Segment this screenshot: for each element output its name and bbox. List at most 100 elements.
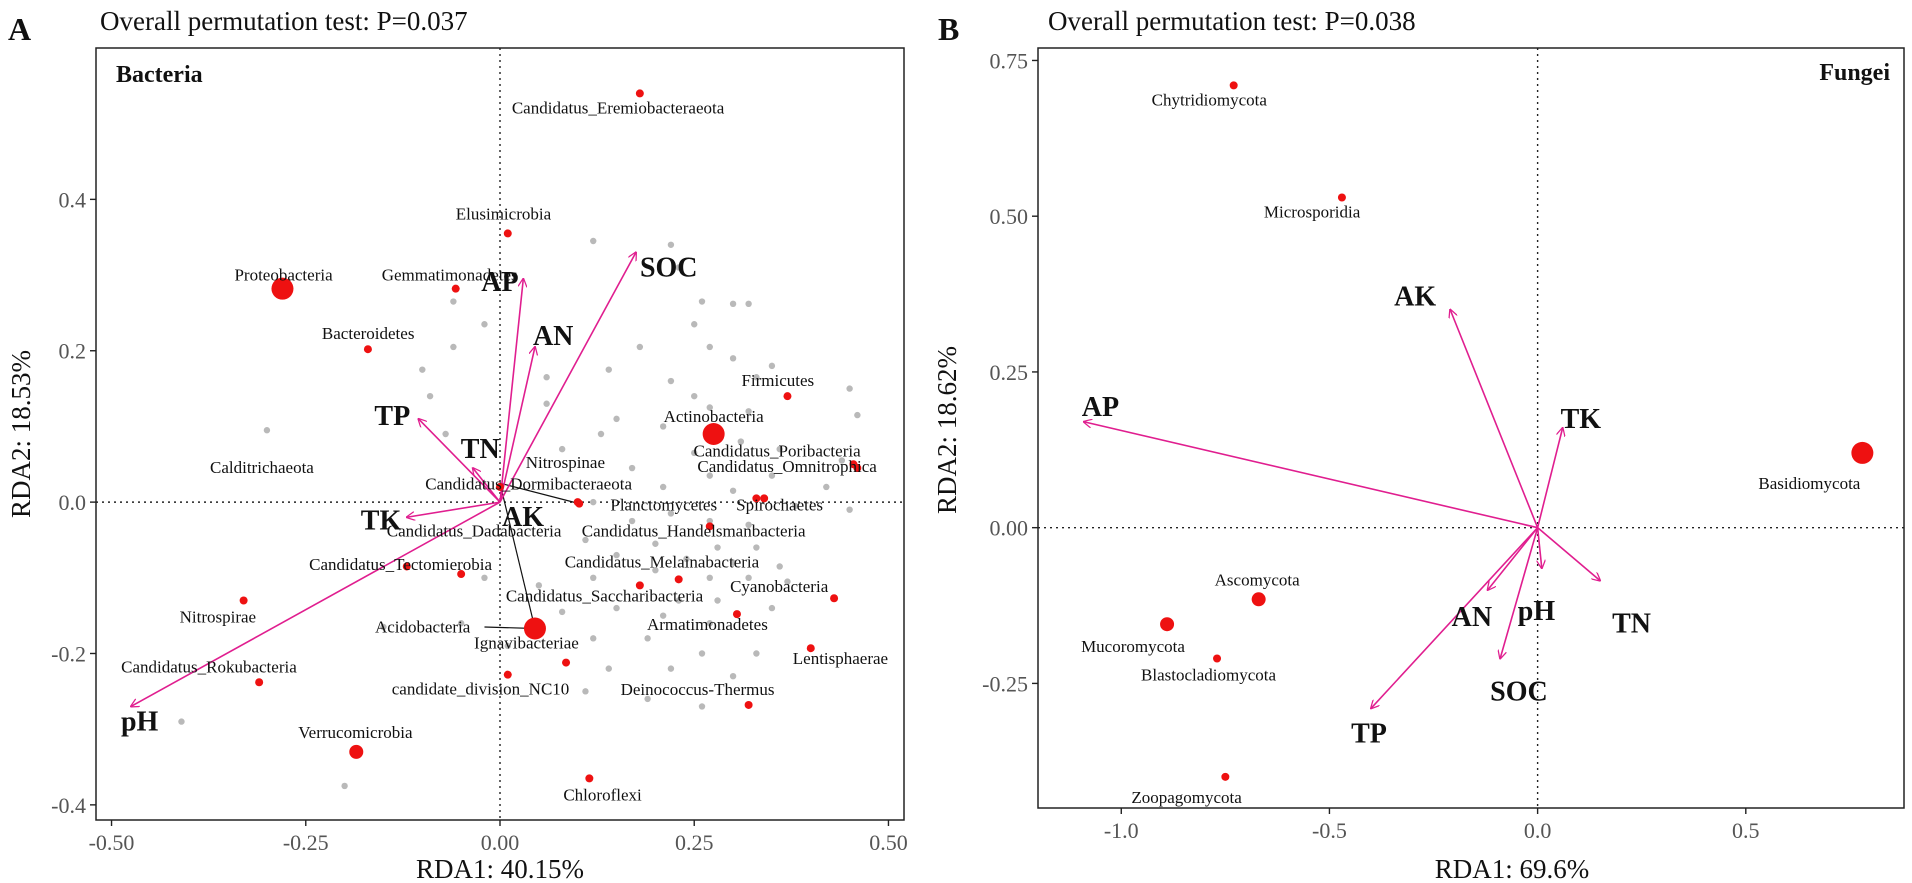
panel-a-background-point <box>605 665 612 672</box>
panel-a-point-label: Calditrichaeota <box>210 458 314 477</box>
panel-a-point-label: Candidatus_Dormibacteraeota <box>425 475 632 494</box>
panel-a-point-planctomycetes <box>752 494 761 503</box>
panel-a-arrow-ap <box>499 279 523 503</box>
panel-a-background-point <box>729 672 737 680</box>
panel-a-background-point <box>341 782 348 790</box>
panel-b-point-label: Chytridiomycota <box>1152 90 1268 109</box>
panel-b-arrow-label-tk: TK <box>1561 404 1602 435</box>
panel-a-background-point <box>745 521 752 529</box>
panel-a-point-label: Spirochaetes <box>736 495 823 514</box>
panel-b-arrow-ak <box>1450 310 1539 528</box>
panel-a-point-label: Candidatus_Handelsmanbacteria <box>582 521 806 540</box>
panel-b-arrow-label-ph: pH <box>1518 596 1556 627</box>
panel-a-point-ignavibacteriae <box>562 658 571 667</box>
panel-b-x-tick-label: -1.0 <box>1104 818 1139 843</box>
panel-b-frame <box>1037 47 1905 809</box>
panel-a-leader-line <box>499 483 536 629</box>
panel-a-background-point <box>753 374 760 381</box>
panel-a-point-actinobacteria <box>702 423 725 445</box>
panel-a-background-point <box>753 650 760 657</box>
panel-a-group-label: Bacteria <box>116 62 203 88</box>
panel-a-background-point <box>590 498 597 506</box>
panel-a-background-point <box>667 377 675 385</box>
panel-a-point-label: Candidatus_Dadabacteria <box>387 521 562 540</box>
panel-a-background-point <box>737 438 745 445</box>
panel-a-background-point <box>644 635 651 642</box>
panel-a-point-candidatus-rokubacteria <box>255 678 264 687</box>
panel-a-y-tick-label: -0.2 <box>51 641 86 666</box>
panel-a-background-point <box>590 635 597 642</box>
panel-a-background-point <box>714 597 721 604</box>
panel-a-point-chloroflexi <box>585 774 594 783</box>
panel-a-background-point <box>691 449 698 457</box>
panel-a-point-candidatus-dormibacteraeota <box>575 499 584 508</box>
panel-a-background-point <box>745 300 752 308</box>
panel-a-background-point <box>706 404 713 411</box>
panel-a-point-candidatus-eremiobacteraeota <box>635 89 644 98</box>
panel-a-y-tick-label: 0.4 <box>59 187 87 212</box>
panel-b-x-axis-label: RDA1: 69.6% <box>1435 854 1590 883</box>
panel-a-background-point <box>691 392 698 400</box>
panel-a-background-point <box>706 343 713 351</box>
panel-a-background-point <box>543 374 550 381</box>
panel-a-arrow-tk <box>407 501 501 517</box>
panel-a-x-tick-label: 0.50 <box>869 830 908 855</box>
panel-a-arrow-label-ap: AP <box>481 267 518 298</box>
panel-a-background-point <box>558 445 566 453</box>
panel-b-arrow-label-ak: AK <box>1394 282 1436 313</box>
panel-a-background-point <box>854 411 861 419</box>
panel-a-point-label: Candidatus_Melainabacteria <box>565 552 760 571</box>
panel-a-background-point <box>380 623 387 631</box>
panel-b-point-label: Ascomycota <box>1215 570 1300 589</box>
panel-a-background-point <box>745 408 752 415</box>
panel-b-point-label: Zoopagomycota <box>1131 788 1242 807</box>
panel-b-arrow-label-tp: TP <box>1351 718 1387 749</box>
panel-a-background-point <box>613 415 620 423</box>
panel-a-background-point <box>823 483 830 491</box>
panel-a-background-point <box>652 540 659 547</box>
panel-b-point-basidiomycota <box>1851 441 1874 464</box>
panel-b-plot-area: -1.0 -0.5 0.0 0.5 -0.25 0.00 0.25 0.50 0.75 AP AK T… <box>982 48 1904 843</box>
panel-b-group-label: Fungei <box>1819 60 1890 86</box>
panel-a-point-candidatus-dadabacteria <box>402 562 411 571</box>
panel-a-background-point <box>846 506 853 513</box>
panel-a-arrow-an <box>499 347 535 503</box>
panel-a-background-point <box>706 620 713 627</box>
panel-a-point-label: Candidatus_Eremiobacteraeota <box>512 98 725 117</box>
panel-a-background-point <box>590 574 597 582</box>
panel-a-background-point <box>768 604 776 612</box>
panel-a-background-point <box>419 366 426 373</box>
panel-a-background-point <box>675 597 682 604</box>
panel-a: A Overall permutation test: P=0.037 Bact… <box>6 6 908 883</box>
panel-a-arrow-label-tn: TN <box>461 434 500 465</box>
panel-a-background-point <box>605 366 612 373</box>
panel-b-y-tick-label: -0.25 <box>982 671 1028 696</box>
panel-b-point-label: Mucoromycota <box>1081 637 1185 656</box>
panel-a-point-label: Candidatus_Poribacteria <box>694 441 862 460</box>
panel-a-background-point <box>698 298 706 305</box>
panel-a-background-point <box>659 483 667 491</box>
panel-a-y-tick-label: -0.4 <box>51 793 86 818</box>
panel-b-arrow-tn <box>1537 527 1600 581</box>
panel-a-background-point <box>481 321 488 328</box>
panel-a-point-label: Elusimicrobia <box>456 204 552 223</box>
panel-b-arrow-label-tn: TN <box>1612 609 1651 640</box>
panel-a-point-label: Deinococcus-Thermus <box>621 680 775 699</box>
panel-b-point-blastocladiomycota <box>1213 654 1222 663</box>
panel-a-background-point <box>504 642 511 650</box>
panel-a-background-point <box>450 298 457 305</box>
panel-a-point-deinococcus-thermus <box>744 700 753 709</box>
panel-a-background-point <box>706 472 713 479</box>
panel-a-point-label: Candidatus_Tectomierobia <box>309 555 492 574</box>
panel-a-x-tick-label: 0.25 <box>675 830 714 855</box>
panel-a-arrow-label-an: AN <box>533 321 573 352</box>
panel-a-background-point <box>590 237 597 245</box>
panel-a-point-candidatus-melainabacteria <box>674 575 683 584</box>
panel-b-y-tick-label: 0.75 <box>990 48 1029 73</box>
panel-b-point-mucoromycota <box>1160 617 1175 632</box>
panel-a-point-calditrichaeota <box>496 482 504 491</box>
panel-a-background-point <box>178 718 185 725</box>
panel-b-arrow-label-an: AN <box>1452 602 1492 633</box>
panel-a-point-label: Chloroflexi <box>563 785 642 804</box>
panel-a-background-point <box>729 355 737 362</box>
